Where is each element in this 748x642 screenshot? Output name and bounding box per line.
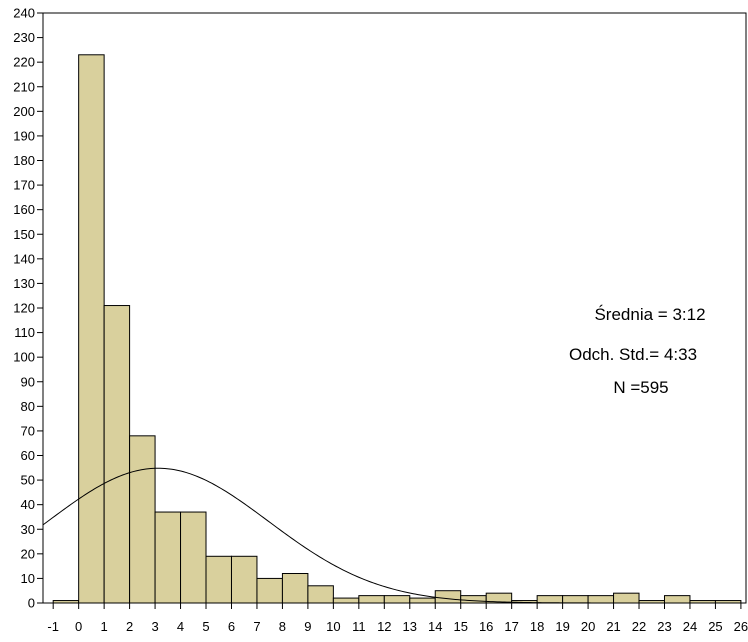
y-tick-label: 170: [13, 178, 35, 193]
n-annotation: N =595: [613, 378, 668, 397]
histogram-bar: [663, 595, 691, 604]
x-tick-label: 26: [734, 619, 748, 634]
x-tick-label: 0: [75, 619, 82, 634]
mean-annotation: Średnia = 3:12: [594, 305, 705, 324]
y-tick-label: 60: [21, 448, 35, 463]
y-tick-label: 70: [21, 423, 35, 438]
histogram-bar: [78, 54, 105, 604]
x-tick-label: 3: [151, 619, 158, 634]
histogram-bar: [358, 595, 385, 604]
x-tick-label: 11: [352, 619, 366, 634]
histogram-bar: [129, 435, 156, 604]
histogram-bar: [383, 595, 411, 604]
x-tick-label: 13: [403, 619, 417, 634]
y-tick-label: 150: [13, 227, 35, 242]
histogram-bar: [281, 573, 309, 604]
x-tick-label: 4: [177, 619, 184, 634]
y-tick-label: 50: [21, 473, 35, 488]
x-tick-label: 14: [428, 619, 442, 634]
bars-group: [52, 54, 742, 604]
histogram-bar: [256, 577, 283, 604]
histogram-bar: [587, 595, 615, 604]
x-tick-label: 19: [555, 619, 569, 634]
x-tick-label: 25: [708, 619, 722, 634]
histogram-bar: [562, 595, 589, 604]
y-tick-label: 160: [13, 202, 35, 217]
x-tick-label: -1: [47, 619, 59, 634]
y-tick-label: 190: [13, 128, 35, 143]
y-axis: 0 10 20 30 40 50 60 70 80 90 100 110 120 130 140 150 160…: [13, 6, 43, 611]
x-tick-label: 5: [202, 619, 209, 634]
histogram-bar: [536, 595, 564, 604]
histogram-bar: [180, 511, 207, 604]
y-tick-label: 240: [13, 6, 35, 21]
y-tick-label: 130: [13, 276, 35, 291]
x-tick-label: 8: [279, 619, 286, 634]
x-tick-label: 23: [657, 619, 671, 634]
y-tick-label: 230: [13, 30, 35, 45]
x-tick-label: 15: [453, 619, 467, 634]
y-tick-label: 40: [21, 497, 35, 512]
histogram-bar: [332, 597, 360, 604]
histogram-bar: [230, 555, 258, 604]
std-annotation: Odch. Std.= 4:33: [569, 345, 697, 364]
y-tick-label: 100: [13, 350, 35, 365]
x-tick-label: 24: [683, 619, 697, 634]
histogram-bar: [434, 590, 462, 604]
y-tick-label: 120: [13, 301, 35, 316]
y-tick-label: 10: [21, 571, 35, 586]
y-tick-label: 210: [13, 79, 35, 94]
histogram-bar: [154, 511, 182, 604]
y-tick-label: 0: [28, 596, 35, 611]
y-tick-label: 200: [13, 104, 35, 119]
x-tick-label: 22: [632, 619, 646, 634]
y-tick-label: 220: [13, 55, 35, 70]
histogram-bar: [52, 600, 80, 604]
x-tick-label: 1: [101, 619, 108, 634]
y-tick-label: 180: [13, 153, 35, 168]
histogram-bar: [485, 592, 513, 604]
y-tick-label: 90: [21, 374, 35, 389]
x-tick-label: 17: [504, 619, 518, 634]
x-tick-label: 18: [530, 619, 544, 634]
normal-curve: [42, 467, 746, 604]
x-tick-label: 6: [228, 619, 235, 634]
histogram-bar: [613, 592, 640, 604]
x-tick-label: 12: [377, 619, 391, 634]
x-tick-label: 10: [326, 619, 340, 634]
histogram-bar: [205, 555, 232, 604]
y-tick-label: 30: [21, 522, 35, 537]
y-tick-label: 110: [14, 325, 35, 340]
x-tick-label: 9: [304, 619, 311, 634]
stats-box: Średnia = 3:12 Odch. Std.= 4:33 N =595: [569, 305, 706, 397]
x-tick-label: 21: [606, 619, 620, 634]
y-tick-label: 80: [21, 399, 35, 414]
histogram-bar: [103, 305, 131, 604]
x-tick-label: 20: [581, 619, 595, 634]
plot-frame: [42, 12, 747, 604]
histogram-bar: [307, 585, 334, 604]
x-tick-label: 16: [479, 619, 493, 634]
histogram-bar: [409, 597, 436, 604]
y-tick-label: 140: [13, 251, 35, 266]
y-tick-label: 20: [21, 546, 35, 561]
x-tick-label: 2: [126, 619, 133, 634]
x-axis: -1 0 1 2 3 4 5 6 7 8 9 10 11 12 13 14 15 16 17 18 19 20 21 22 23…: [47, 603, 748, 634]
x-tick-label: 7: [253, 619, 260, 634]
histogram-bar: [460, 595, 487, 604]
